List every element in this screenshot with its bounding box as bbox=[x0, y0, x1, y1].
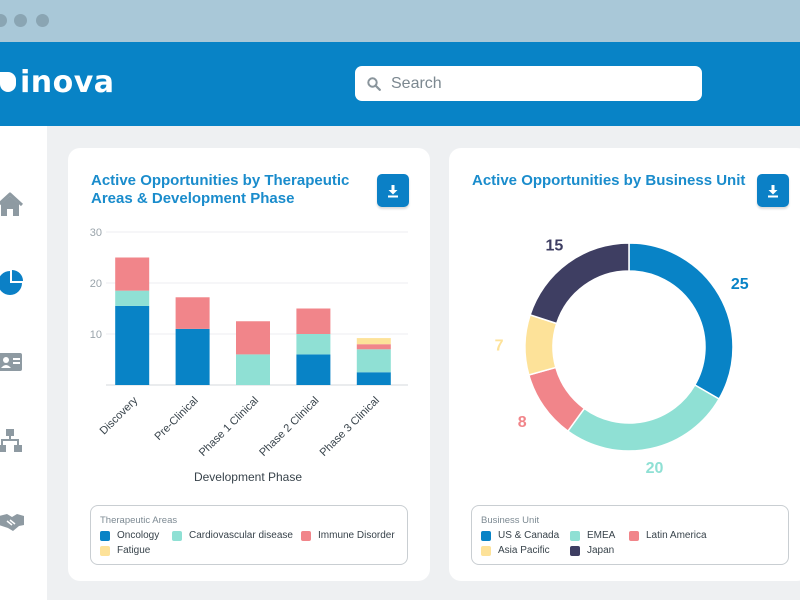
y-tick-label: 30 bbox=[90, 227, 102, 239]
bar-segment bbox=[115, 257, 150, 291]
legend-swatch bbox=[100, 530, 110, 541]
legend-swatch bbox=[629, 530, 639, 541]
bar-segment bbox=[115, 290, 150, 306]
id-card-icon[interactable] bbox=[0, 350, 26, 376]
bar-segment bbox=[115, 305, 150, 385]
stacked-bar-chart: Development Phase 10 20 30 Discovery Pre-Cli… bbox=[90, 227, 408, 484]
bar-segment bbox=[236, 321, 270, 355]
search-box[interactable] bbox=[355, 66, 702, 101]
x-tick-label: Pre-Clinical bbox=[152, 395, 200, 443]
legend-swatch bbox=[172, 530, 182, 541]
legend-label: Latin America bbox=[646, 530, 707, 541]
legend-swatch bbox=[481, 530, 491, 541]
donut-chart-legend: Business Unit US & Canada EMEA Latin Ame… bbox=[471, 505, 789, 565]
legend-item-latin-america[interactable]: Latin America bbox=[629, 530, 707, 541]
legend-item-us-canada[interactable]: US & Canada bbox=[481, 530, 559, 541]
window-close-dot[interactable] bbox=[0, 14, 7, 27]
legend-swatch bbox=[570, 530, 580, 541]
legend-item-immune[interactable]: Immune Disorder bbox=[301, 530, 395, 541]
legend-item-fatigue[interactable]: Fatigue bbox=[100, 545, 150, 556]
bar-segment bbox=[296, 334, 331, 355]
legend-label: Oncology bbox=[117, 530, 160, 541]
legend-label: Fatigue bbox=[117, 545, 151, 556]
legend-label: Immune Disorder bbox=[318, 530, 395, 541]
bar-segment bbox=[175, 297, 210, 329]
handshake-icon[interactable] bbox=[0, 508, 26, 534]
donut-value-label: 15 bbox=[546, 237, 564, 254]
bar-chart-title-line2: Areas & Development Phase bbox=[91, 190, 295, 207]
bar-segment bbox=[296, 308, 331, 334]
app-header: inova bbox=[0, 42, 800, 126]
legend-item-cardiovascular[interactable]: Cardiovascular disease bbox=[172, 530, 293, 541]
search-input[interactable] bbox=[391, 74, 671, 93]
donut-slice bbox=[628, 242, 734, 401]
legend-label: US & Canada bbox=[498, 530, 560, 541]
donut-slice bbox=[566, 383, 721, 452]
legend-swatch bbox=[301, 530, 311, 541]
bar-chart-title: Active Opportunities by Therapeutic Area… bbox=[91, 172, 361, 208]
legend-item-emea[interactable]: EMEA bbox=[570, 530, 615, 541]
app-logo[interactable]: inova bbox=[0, 62, 115, 102]
x-tick-label: Discovery bbox=[98, 394, 141, 437]
legend-item-japan[interactable]: Japan bbox=[570, 545, 614, 556]
bar-chart-legend: Therapeutic Areas Oncology Cardiovascula… bbox=[90, 505, 408, 565]
donut-slice bbox=[529, 242, 630, 325]
legend-label: Cardiovascular disease bbox=[189, 530, 293, 541]
x-tick-label: Phase 2 Clinical bbox=[257, 395, 321, 459]
donut-value-label: 8 bbox=[518, 414, 527, 431]
donut-chart-title: Active Opportunities by Business Unit bbox=[472, 172, 746, 189]
bar-chart-title-line1: Active Opportunities by Therapeutic bbox=[91, 172, 350, 189]
donut-chart: 25 20 8 7 15 bbox=[495, 237, 749, 477]
y-tick-label: 20 bbox=[90, 278, 102, 290]
x-tick-label: Phase 1 Clinical bbox=[197, 395, 261, 459]
legend-title: Business Unit bbox=[481, 515, 540, 526]
home-icon[interactable] bbox=[0, 192, 26, 218]
legend-swatch bbox=[481, 545, 491, 556]
x-axis-title: Development Phase bbox=[194, 470, 302, 484]
logo-text: inova bbox=[20, 64, 115, 100]
sidebar bbox=[0, 126, 47, 600]
donut-value-label: 25 bbox=[731, 276, 749, 293]
pie-chart-icon[interactable] bbox=[0, 270, 26, 296]
legend-title: Therapeutic Areas bbox=[100, 515, 178, 526]
donut-value-label: 7 bbox=[495, 337, 504, 354]
y-tick-label: 10 bbox=[90, 329, 102, 341]
bar-segment bbox=[175, 328, 210, 385]
bar-segment bbox=[296, 354, 331, 385]
legend-swatch bbox=[100, 545, 110, 556]
donut-chart-card: Active Opportunities by Business Unit 25… bbox=[449, 148, 800, 581]
donut-slice bbox=[524, 313, 558, 376]
bar-chart-card: Active Opportunities by Therapeutic Area… bbox=[68, 148, 430, 581]
search-icon bbox=[367, 76, 381, 91]
legend-label: Asia Pacific bbox=[498, 545, 550, 556]
download-button[interactable] bbox=[377, 174, 409, 207]
download-button[interactable] bbox=[757, 174, 789, 207]
bar-segment bbox=[356, 344, 391, 350]
logo-mark-icon bbox=[0, 72, 16, 92]
bar-segment bbox=[356, 372, 391, 385]
legend-label: Japan bbox=[587, 545, 615, 556]
legend-label: EMEA bbox=[587, 530, 616, 541]
org-chart-icon[interactable] bbox=[0, 428, 26, 454]
window-title-bar bbox=[0, 0, 800, 42]
bar-segment bbox=[356, 338, 391, 345]
legend-item-oncology[interactable]: Oncology bbox=[100, 530, 159, 541]
window-minimize-dot[interactable] bbox=[14, 14, 27, 27]
x-tick-label: Phase 3 Clinical bbox=[318, 395, 382, 459]
legend-item-asia-pacific[interactable]: Asia Pacific bbox=[481, 545, 550, 556]
donut-value-label: 20 bbox=[646, 460, 664, 477]
download-icon bbox=[768, 185, 778, 198]
window-maximize-dot[interactable] bbox=[36, 14, 49, 27]
bar-segment bbox=[236, 354, 270, 385]
legend-swatch bbox=[570, 545, 580, 556]
download-icon bbox=[388, 185, 398, 198]
bar-segment bbox=[356, 349, 391, 373]
